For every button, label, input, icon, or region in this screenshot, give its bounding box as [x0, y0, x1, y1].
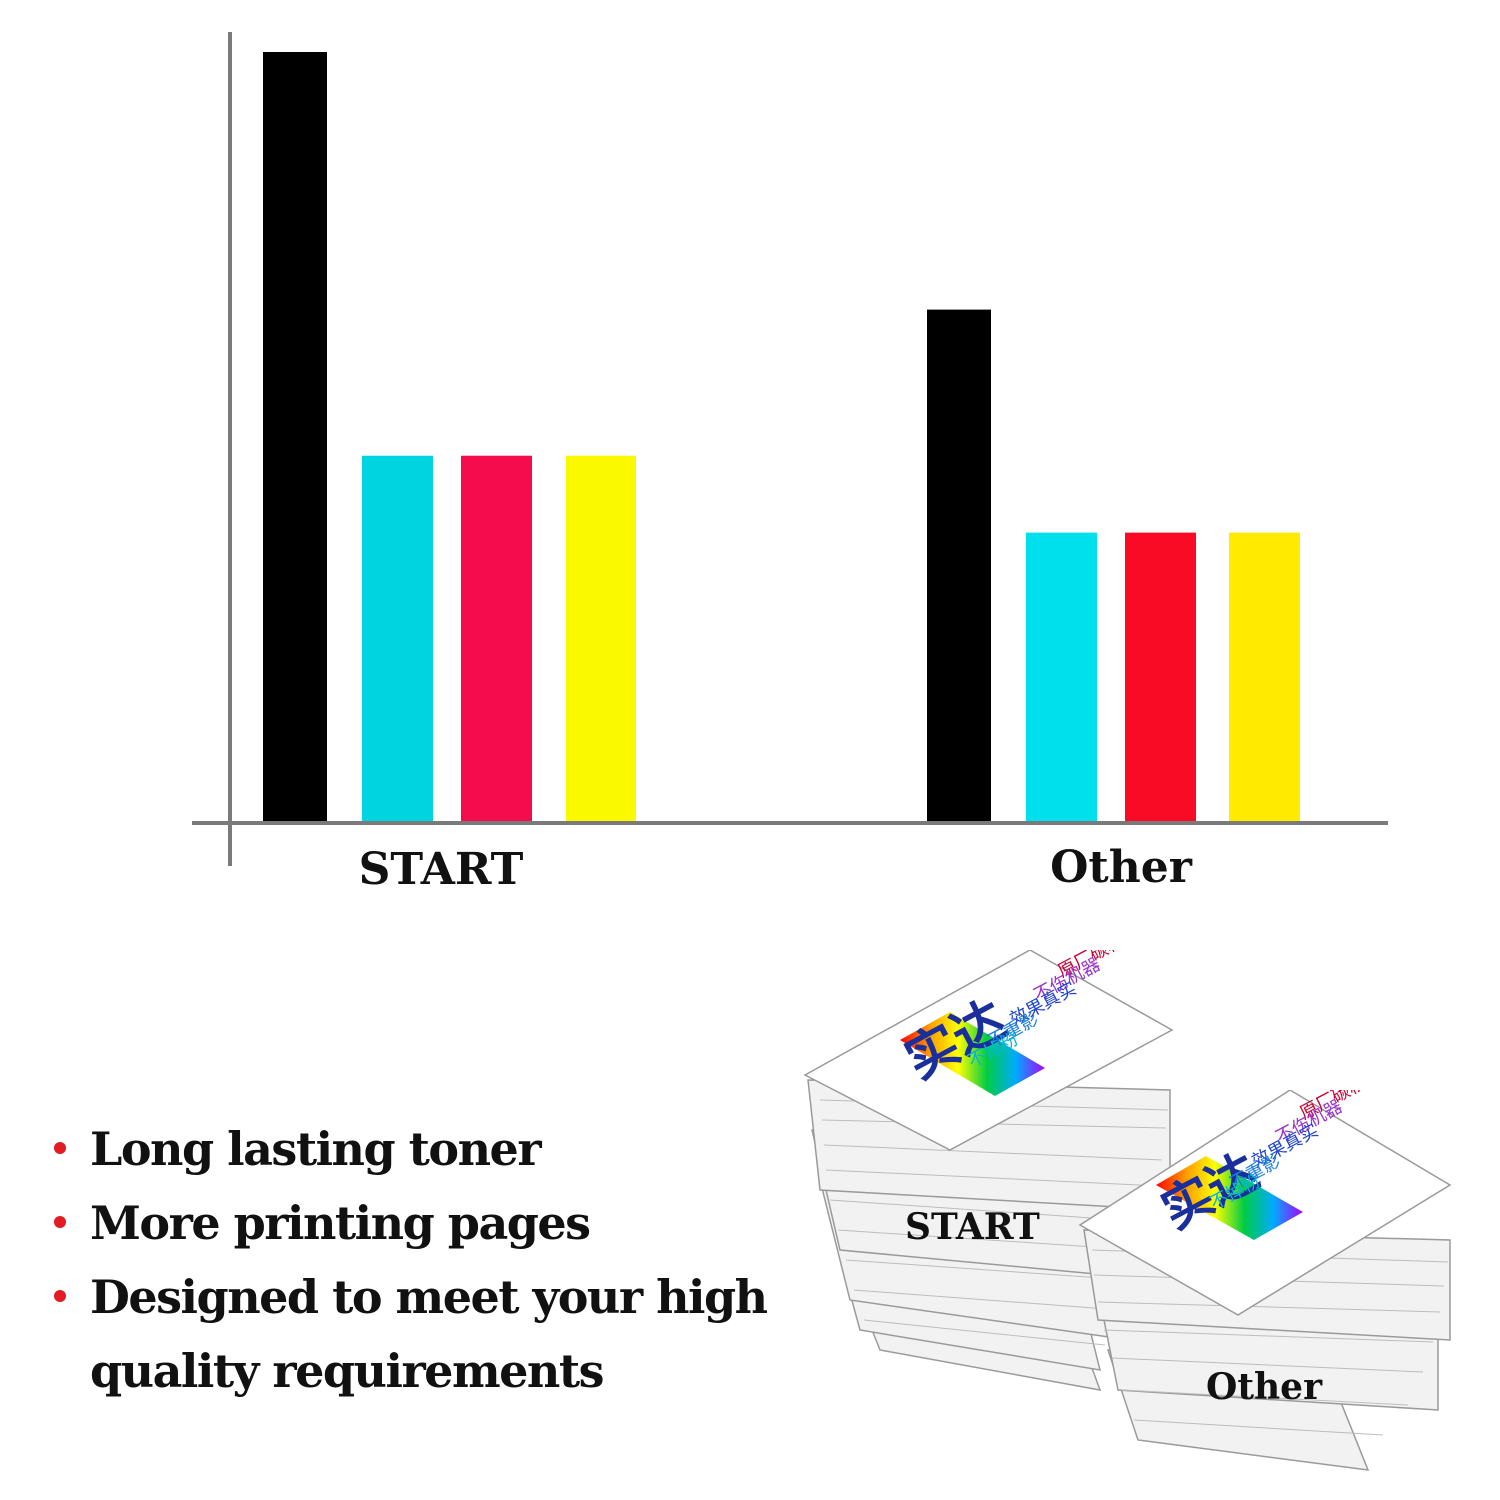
- feature-list: Long lasting toner More printing pages D…: [52, 1112, 772, 1408]
- feature-text: More printing pages: [90, 1196, 591, 1250]
- bullet-dot-icon: [54, 1142, 66, 1154]
- feature-text: Designed to meet your high quality requi…: [90, 1270, 768, 1398]
- category-label-other: Other: [1050, 842, 1193, 893]
- bar-start-2: [461, 455, 532, 821]
- bar-start-1: [362, 455, 433, 821]
- bar-other-2: [1125, 532, 1196, 821]
- bar-other-3: [1229, 532, 1300, 821]
- feature-item: Designed to meet your high quality requi…: [52, 1260, 772, 1408]
- category-label-start: START: [359, 844, 524, 895]
- paper-stack-other: 实达 原厂碳粉 不伤机器 效果真实 不重影 不掉粉: [1078, 1090, 1452, 1471]
- bar-start-0: [263, 52, 327, 821]
- bullet-dot-icon: [54, 1216, 66, 1228]
- bar-chart: START Other: [192, 32, 1388, 895]
- bar-other-1: [1026, 532, 1097, 821]
- bar-start-3: [566, 455, 636, 821]
- stack-label-other: Other: [1206, 1366, 1323, 1408]
- feature-text: Long lasting toner: [90, 1122, 542, 1176]
- feature-item: More printing pages: [52, 1186, 772, 1260]
- bullet-dot-icon: [54, 1290, 66, 1302]
- paper-stack-start: 实达 原厂碳粉 不伤机器 效果真实 不重影 不掉粉: [803, 950, 1174, 1391]
- bar-other-0: [927, 309, 991, 821]
- stack-label-start: START: [905, 1206, 1040, 1248]
- bars-group: [263, 52, 1300, 821]
- feature-item: Long lasting toner: [52, 1112, 772, 1186]
